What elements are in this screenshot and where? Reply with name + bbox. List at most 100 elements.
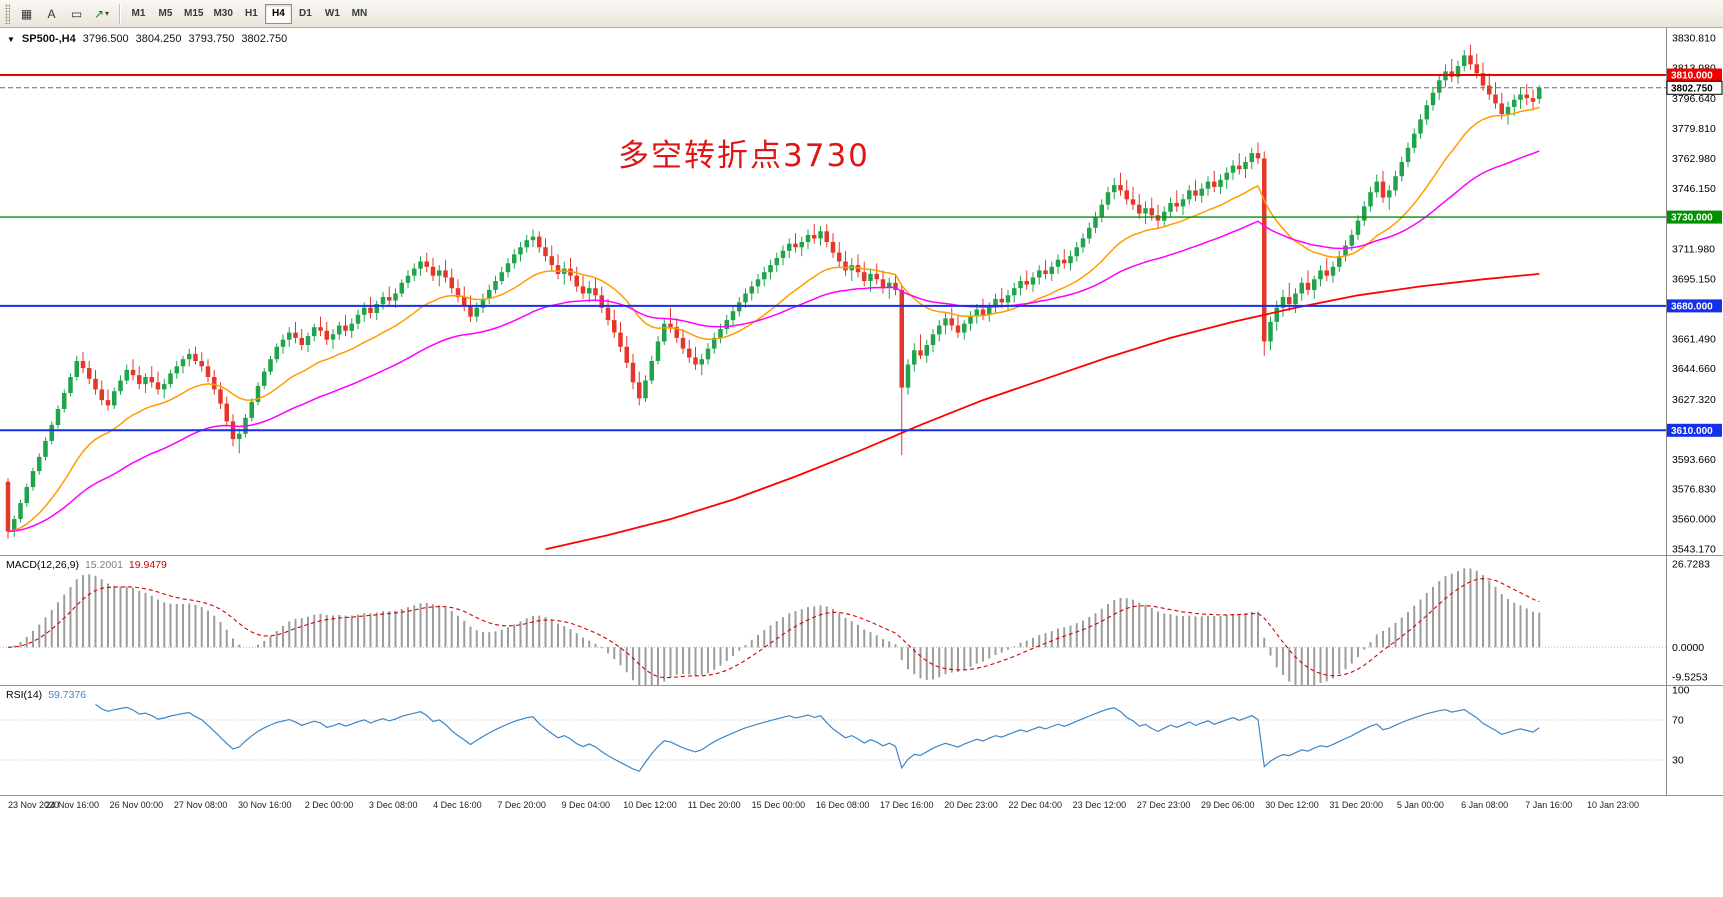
- candle-body: [787, 243, 792, 251]
- line-studies-dropdown-icon[interactable]: ↗ ▾: [90, 3, 113, 25]
- annotation-text[interactable]: 多空转折点3730: [618, 138, 870, 174]
- timeframe-M5[interactable]: M5: [152, 4, 179, 24]
- candle-body: [1455, 66, 1461, 77]
- candle-body: [724, 320, 729, 329]
- time-axis-label: 5 Jan 00:00: [1396, 800, 1444, 810]
- timeframe-M1[interactable]: M1: [125, 4, 152, 24]
- candle-body: [1418, 119, 1423, 134]
- candle-body: [12, 519, 17, 532]
- candle-body: [1349, 234, 1354, 246]
- ohlc-close: 3802.750: [241, 33, 288, 45]
- candle-body: [80, 361, 86, 369]
- candle-body: [624, 346, 629, 363]
- rsi-label: RSI(14) 59.7376: [6, 689, 86, 701]
- price-axis-label: 3746.150: [1672, 183, 1716, 195]
- candle-body: [555, 265, 561, 274]
- timeframe-M15[interactable]: M15: [179, 4, 208, 24]
- svg-text:3610.000: 3610.000: [1671, 426, 1713, 437]
- candle-body: [187, 353, 192, 360]
- timeframe-H1[interactable]: H1: [238, 4, 265, 24]
- candle-body: [1099, 204, 1104, 218]
- timeframe-MN[interactable]: MN: [346, 4, 373, 24]
- macd-panel[interactable]: 26.7283 0.0000 -9.5253 MACD(12,26,9) 15.20…: [0, 555, 1723, 685]
- candle-body: [1424, 105, 1429, 120]
- candle-body: [1387, 190, 1392, 198]
- timeframe-D1[interactable]: D1: [292, 4, 319, 24]
- ohlc-high: 3804.250: [135, 33, 182, 45]
- candle-body: [580, 286, 586, 294]
- candle-body: [743, 293, 748, 303]
- candle-body: [793, 243, 798, 248]
- candle-body: [1287, 297, 1292, 305]
- charts-window-icon[interactable]: ▦: [15, 3, 38, 25]
- candle-body: [1062, 259, 1067, 264]
- toolbar-separator: [119, 3, 120, 24]
- candle-body: [412, 268, 417, 276]
- candle-body: [949, 318, 954, 326]
- candle-body: [180, 359, 186, 367]
- candle-body: [1324, 270, 1329, 276]
- rsi-axis[interactable]: 100 70 30: [1672, 686, 1690, 767]
- candle-body: [687, 348, 692, 358]
- candle-body: [1293, 293, 1298, 305]
- price-axis-label: 3762.980: [1672, 153, 1716, 165]
- toolbar-drag-handle[interactable]: [5, 3, 10, 24]
- time-axis-label: 30 Dec 12:00: [1265, 800, 1319, 810]
- label-tool-icon[interactable]: ▭: [65, 3, 88, 25]
- candle-body: [1255, 153, 1261, 159]
- macd-axis[interactable]: 26.7283 0.0000 -9.5253: [1672, 559, 1710, 684]
- price-chart-panel[interactable]: 3830.810 3813.980 3796.640 3779.810 3762.980…: [0, 28, 1723, 555]
- candle-body: [1118, 185, 1123, 191]
- candle-body: [718, 329, 723, 338]
- candle-body: [637, 382, 642, 399]
- price-chart-canvas[interactable]: 3830.8103813.9803796.6403779.8103762.980…: [0, 28, 1723, 555]
- candle-body: [1262, 158, 1267, 342]
- candle-body: [1487, 85, 1492, 95]
- price-axis-label: 3830.810: [1672, 33, 1716, 45]
- price-axis-label: 3560.000: [1672, 514, 1716, 526]
- timeframe-H4[interactable]: H4: [264, 3, 292, 24]
- price-axis[interactable]: 3830.8103813.9803796.6403779.8103762.980…: [1672, 33, 1716, 556]
- candle-body: [293, 332, 298, 338]
- price-badge-3610.000: 3610.000: [1667, 423, 1722, 437]
- candle-body: [1318, 270, 1323, 280]
- time-axis-label: 3 Dec 08:00: [368, 800, 418, 810]
- rsi-canvas: 100 70 30: [0, 686, 1690, 795]
- candle-body: [380, 297, 386, 305]
- candle-body: [1080, 238, 1086, 248]
- candle-body: [1037, 270, 1042, 278]
- chevron-down-icon[interactable]: ▼: [7, 34, 15, 44]
- candle-body: [449, 277, 454, 289]
- text-tool-icon[interactable]: A: [40, 3, 63, 25]
- candle-body: [1537, 87, 1542, 99]
- candle-body: [1493, 94, 1498, 104]
- macd-axis-label: 0.0000: [1672, 642, 1704, 654]
- candle-body: [1137, 204, 1142, 214]
- candle-body: [549, 256, 554, 266]
- macd-axis-label: 26.7283: [1672, 559, 1710, 571]
- candle-body: [468, 305, 473, 317]
- candle-body: [1312, 279, 1317, 290]
- time-axis[interactable]: 23 Nov 2020 24 Nov 16:00 26 Nov 00:00 27 No…: [0, 795, 1723, 817]
- time-axis-label: 17 Dec 16:00: [880, 800, 934, 810]
- candle-body: [1462, 55, 1467, 67]
- candle-body: [49, 424, 54, 441]
- timeframe-W1[interactable]: W1: [319, 4, 346, 24]
- candle-body: [443, 270, 448, 278]
- svg-text:3802.750: 3802.750: [1671, 83, 1713, 94]
- rsi-value: 59.7376: [48, 689, 87, 701]
- candle-body: [955, 325, 961, 333]
- rsi-panel[interactable]: 100 70 30 RSI(14) 59.7376: [0, 685, 1723, 795]
- candle-body: [418, 261, 423, 269]
- macd-axis-label: -9.5253: [1672, 672, 1708, 684]
- candle-body: [124, 369, 129, 381]
- ma-mid-line: [7, 150, 1540, 533]
- candle-body: [1199, 188, 1204, 196]
- candle-body: [612, 320, 617, 333]
- candle-body: [1187, 190, 1192, 200]
- macd-signal-line: [7, 578, 1540, 679]
- candle-body: [74, 361, 79, 377]
- candle-body: [730, 311, 736, 321]
- candle-body: [343, 325, 348, 331]
- timeframe-M30[interactable]: M30: [208, 4, 237, 24]
